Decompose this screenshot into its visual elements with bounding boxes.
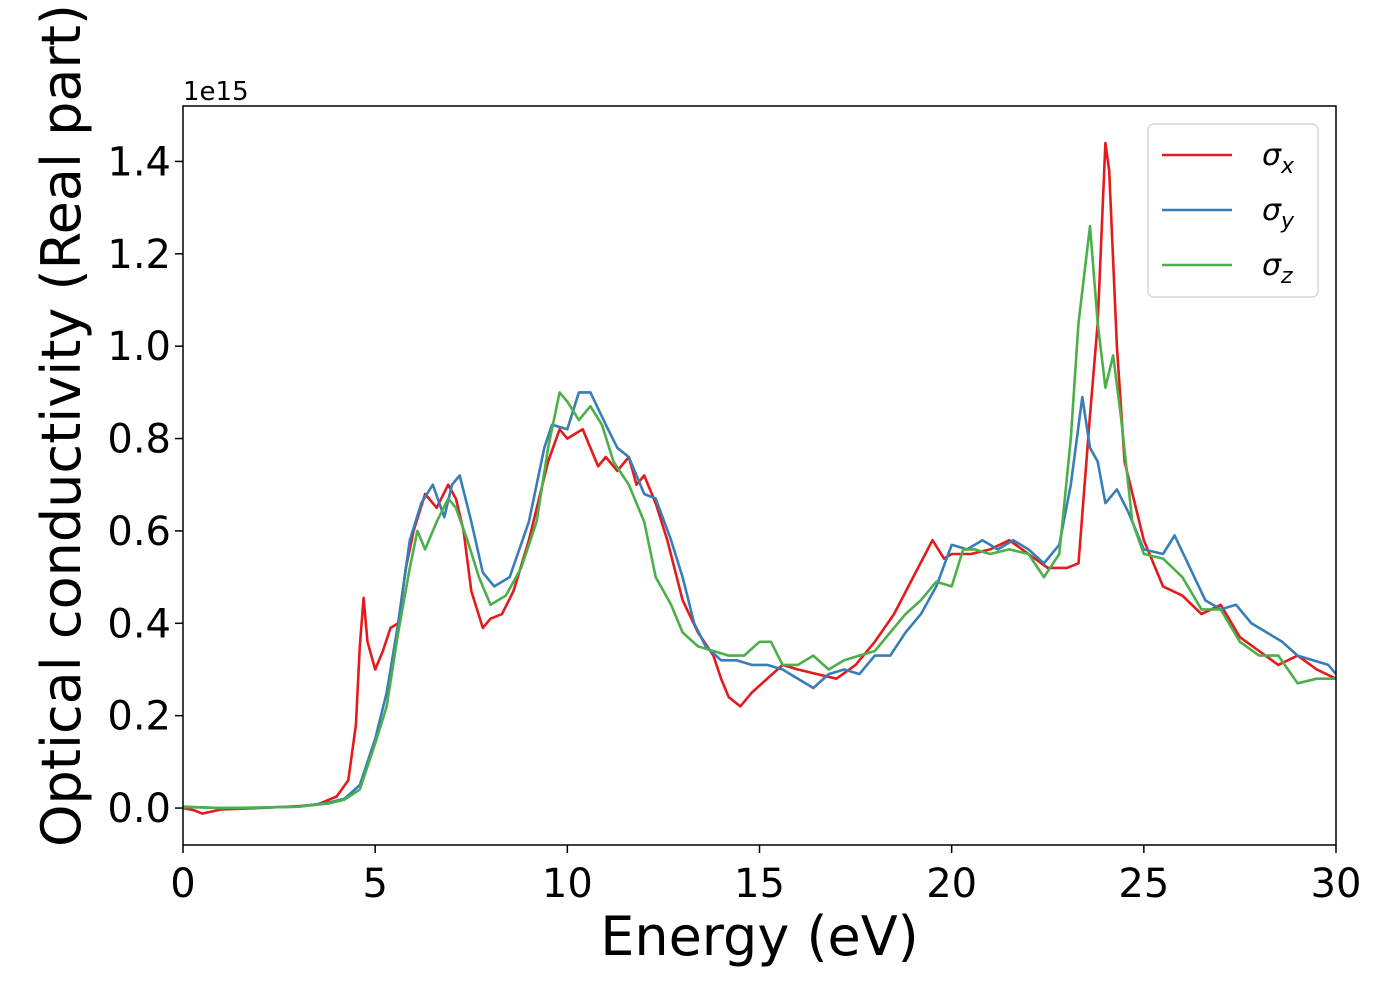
- y-tick-label: 0.2: [107, 694, 171, 740]
- series-line-x: [183, 141, 1336, 815]
- x-tick-label: 10: [542, 861, 593, 907]
- x-tick-label: 30: [1311, 861, 1362, 907]
- y-axis-offset-label: 1e15: [183, 77, 249, 107]
- series-line-y: [183, 391, 1336, 810]
- legend: σx σy σz: [1147, 123, 1319, 298]
- y-tick-label: 0.0: [107, 786, 171, 832]
- legend-label: σy: [1262, 193, 1295, 234]
- x-tick-label: 0: [170, 861, 195, 907]
- y-tick-label: 1.2: [107, 232, 171, 278]
- series-layer: [183, 141, 1336, 815]
- x-tick-label: 25: [1118, 861, 1169, 907]
- y-tick-label: 0.4: [107, 601, 171, 647]
- y-tick-label: 0.6: [107, 509, 171, 555]
- x-axis-label: Energy (eV): [600, 905, 919, 968]
- y-axis-ticks: 0.0 0.2 0.4 0.6 0.8 1.0 1.2 1.4: [107, 139, 183, 832]
- x-tick-label: 15: [734, 861, 785, 907]
- legend-item-y: σy: [1162, 193, 1295, 234]
- y-tick-label: 0.8: [107, 417, 171, 463]
- legend-label: σz: [1262, 248, 1293, 289]
- y-tick-label: 1.4: [107, 139, 171, 185]
- series-line-z: [183, 224, 1336, 810]
- legend-item-x: σx: [1162, 138, 1295, 179]
- y-tick-label: 1.0: [107, 324, 171, 370]
- x-tick-label: 20: [926, 861, 977, 907]
- legend-label: σx: [1262, 138, 1295, 179]
- x-tick-label: 5: [362, 861, 387, 907]
- legend-box: [1147, 123, 1319, 298]
- y-axis-label: Optical conductivity (Real part): [30, 4, 93, 847]
- x-axis-ticks: 0 5 10 15 20 25 30: [170, 845, 1361, 907]
- legend-item-z: σz: [1162, 248, 1293, 289]
